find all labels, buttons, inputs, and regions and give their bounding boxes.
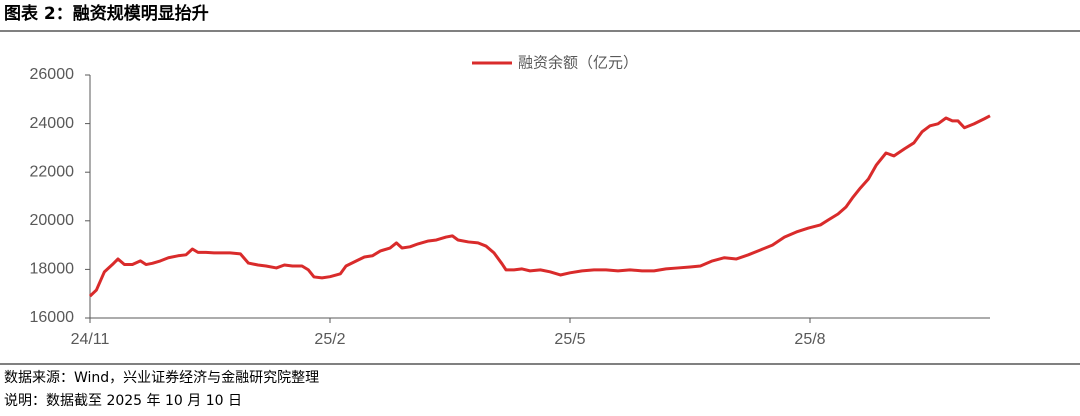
y-tick-label: 18000	[30, 261, 75, 278]
y-tick-label: 20000	[30, 212, 75, 229]
figure-title: 图表 2：融资规模明显抬升	[4, 3, 209, 24]
data-line	[88, 114, 991, 298]
x-tick-label: 25/8	[794, 331, 825, 348]
y-tick-label: 26000	[30, 66, 75, 83]
x-tick-label: 25/2	[314, 331, 345, 348]
source-note: 数据来源：Wind，兴业证券经济与金融研究院整理	[4, 370, 319, 386]
footnote: 说明：数据截至 2025 年 10 月 10 日	[4, 393, 242, 409]
legend-label: 融资余额（亿元）	[518, 54, 638, 72]
y-tick-label: 24000	[30, 115, 75, 132]
y-tick-label: 22000	[30, 163, 75, 180]
x-tick-label: 25/5	[554, 331, 585, 348]
plot-area: 16000 18000 20000 22000 24000 26000 24/11 25/2 2…	[30, 54, 991, 348]
x-tick-label: 24/11	[71, 331, 110, 348]
y-tick-label: 16000	[30, 309, 75, 326]
